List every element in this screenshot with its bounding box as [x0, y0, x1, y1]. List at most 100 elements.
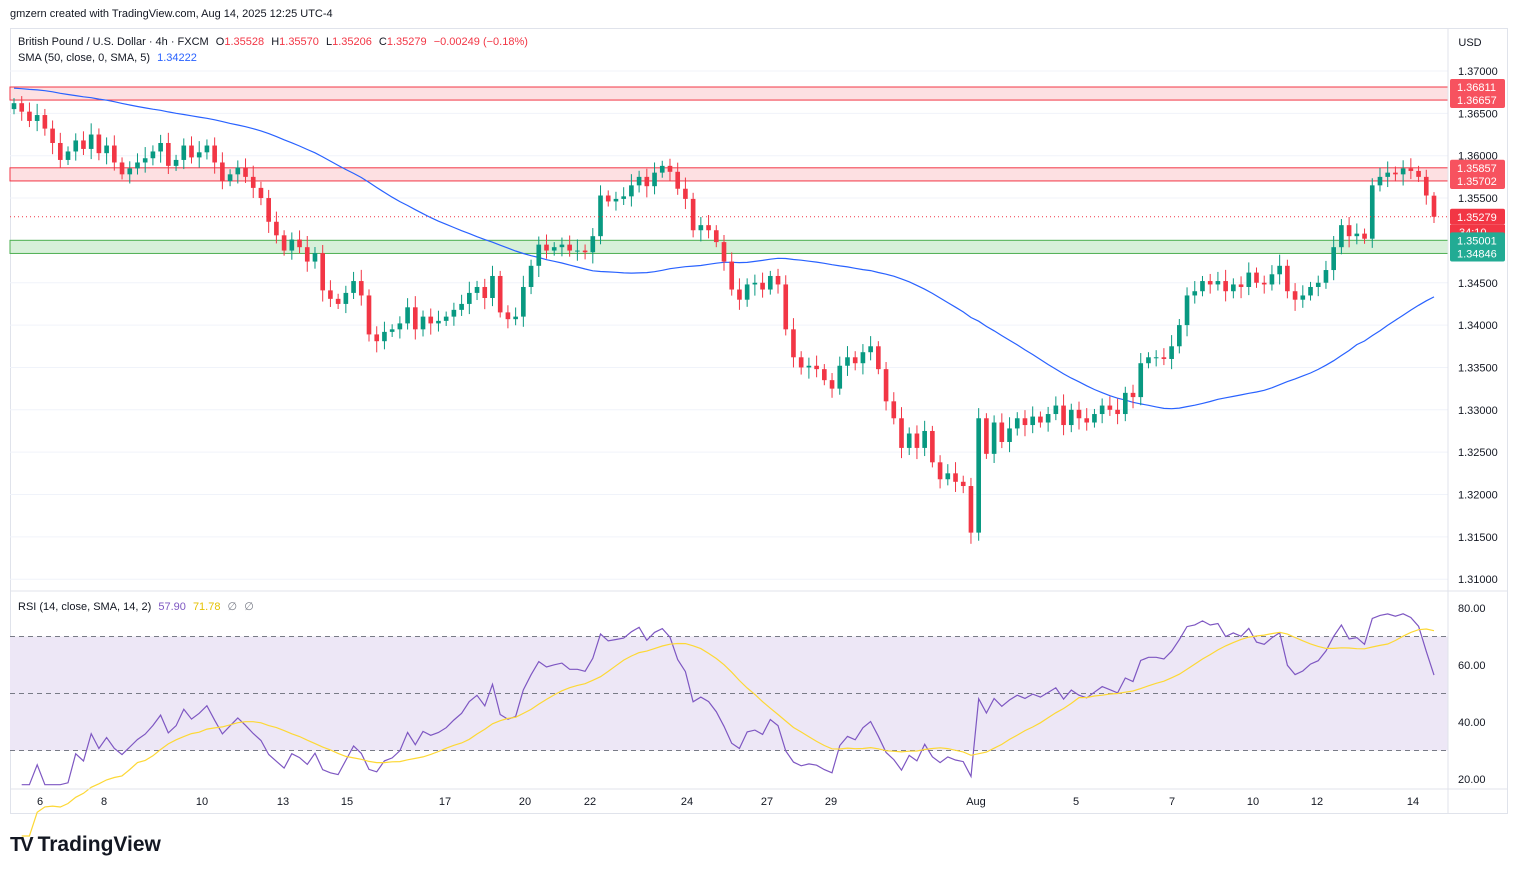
candle-body: [81, 140, 86, 149]
candle-body: [1254, 272, 1259, 283]
candle-body: [1431, 195, 1437, 217]
time-tick-label: 10: [1247, 796, 1259, 808]
candle-body: [798, 357, 804, 368]
symbol-label[interactable]: British Pound / U.S. Dollar · 4h · FXCM: [18, 36, 209, 48]
candle-body: [173, 159, 179, 166]
rsi-legend[interactable]: RSI (14, close, SMA, 14, 2) 57.90 71.78 …: [18, 600, 258, 613]
candle-body: [1130, 392, 1136, 398]
candle-body: [274, 221, 279, 236]
candle-body: [204, 145, 210, 153]
candle-body: [644, 176, 650, 187]
candle-body: [1030, 416, 1036, 426]
candle-body: [806, 365, 812, 368]
candle-body: [104, 145, 109, 154]
candle-body: [822, 369, 827, 381]
candle-body: [767, 275, 773, 290]
candle-body: [1138, 363, 1144, 398]
candle-body: [1169, 346, 1174, 359]
candle-body: [1084, 418, 1090, 423]
currency-label[interactable]: USD: [1458, 37, 1482, 49]
price-label-box: [1450, 208, 1505, 225]
candle-body: [142, 158, 148, 163]
candle-body: [135, 162, 140, 169]
candle-body: [490, 275, 495, 298]
price-tick-label: 1.32000: [1458, 490, 1498, 502]
rsi-ma-line: [21, 628, 1435, 837]
candle-body: [436, 320, 441, 324]
candle-body: [891, 401, 897, 419]
time-tick-label: 15: [341, 796, 353, 808]
candle-body: [88, 134, 94, 149]
change-value: −0.00249 (−0.18%): [433, 36, 528, 48]
rsi-tick-label: 40.00: [1458, 717, 1486, 729]
main-legend[interactable]: British Pound / U.S. Dollar · 4h · FXCM …: [18, 36, 532, 48]
tradingview-logo[interactable]: TV TradingView: [10, 833, 161, 857]
rsi-axis[interactable]: 80.00 60.00 40.00 20.00: [1458, 603, 1486, 786]
candle-body: [474, 286, 480, 293]
candle-body: [181, 145, 187, 160]
candle-body: [505, 312, 511, 320]
candle-body: [999, 422, 1005, 442]
price-axis[interactable]: 1.370001.365001.360001.355001.350001.345…: [1450, 66, 1505, 586]
candle-body: [582, 250, 588, 253]
candle-body: [320, 253, 326, 291]
candle-body: [96, 134, 102, 154]
candle-body: [675, 171, 681, 189]
candle-body: [297, 239, 302, 248]
candle-body: [690, 198, 696, 231]
price-tick-label: 1.37000: [1458, 66, 1498, 78]
candle-body: [382, 331, 387, 342]
candle-body: [868, 346, 873, 353]
candle-body: [1323, 270, 1329, 283]
candle-body: [1200, 281, 1205, 292]
resistance-zone: [9, 86, 1449, 101]
low-label: L: [325, 36, 333, 48]
resistance-zone: [9, 167, 1449, 182]
time-tick-label: 12: [1311, 796, 1323, 808]
candle-body: [713, 230, 719, 243]
candle-body: [42, 115, 48, 129]
rsi-band: [10, 636, 1448, 751]
candle-body: [258, 187, 264, 199]
time-tick-label: 5: [1073, 796, 1079, 808]
candle-body: [1161, 357, 1167, 359]
candle-body: [860, 352, 866, 364]
rsi-extra-1: ∅: [227, 601, 238, 613]
candle-body: [451, 309, 457, 317]
candle-body: [544, 244, 549, 251]
candle-body: [775, 275, 781, 285]
attribution: gmzern created with TradingView.com, Aug…: [10, 8, 333, 20]
candle-body: [57, 142, 63, 160]
candle-body: [1377, 176, 1383, 186]
candle-body: [1068, 409, 1074, 426]
sma-legend[interactable]: SMA (50, close, 0, SMA, 5) 1.34222: [18, 52, 201, 64]
candle-body: [1400, 168, 1406, 175]
candle-body: [829, 380, 835, 389]
candle-body: [34, 115, 40, 121]
candle-body: [73, 140, 79, 152]
candle-body: [27, 111, 32, 121]
price-label-box: [1450, 232, 1505, 249]
candle-body: [412, 307, 418, 330]
candle-body: [50, 128, 55, 143]
candle-body: [984, 418, 989, 454]
candle-body: [1339, 225, 1344, 248]
rsi-value: 57.90: [158, 601, 186, 613]
candle-body: [358, 281, 364, 296]
candle-body: [1115, 409, 1120, 415]
candle-body: [899, 418, 904, 448]
close-value: 1.35279: [386, 36, 427, 48]
high-value: 1.35570: [279, 36, 319, 48]
rsi-label[interactable]: RSI (14, close, SMA, 14, 2): [18, 601, 152, 613]
candle-body: [976, 418, 981, 533]
candle-body: [852, 357, 858, 364]
candle-body: [914, 433, 920, 448]
sma-label[interactable]: SMA (50, close, 0, SMA, 5): [18, 52, 151, 64]
time-tick-label: 20: [519, 796, 531, 808]
candle-body: [845, 357, 850, 366]
candle-body: [559, 244, 565, 248]
candle-body: [289, 239, 295, 251]
time-axis[interactable]: 6 8 10 13 15 17 20 22 24 27 29 Aug 5 7 10 12 14: [37, 796, 1419, 808]
candle-body: [196, 152, 202, 158]
